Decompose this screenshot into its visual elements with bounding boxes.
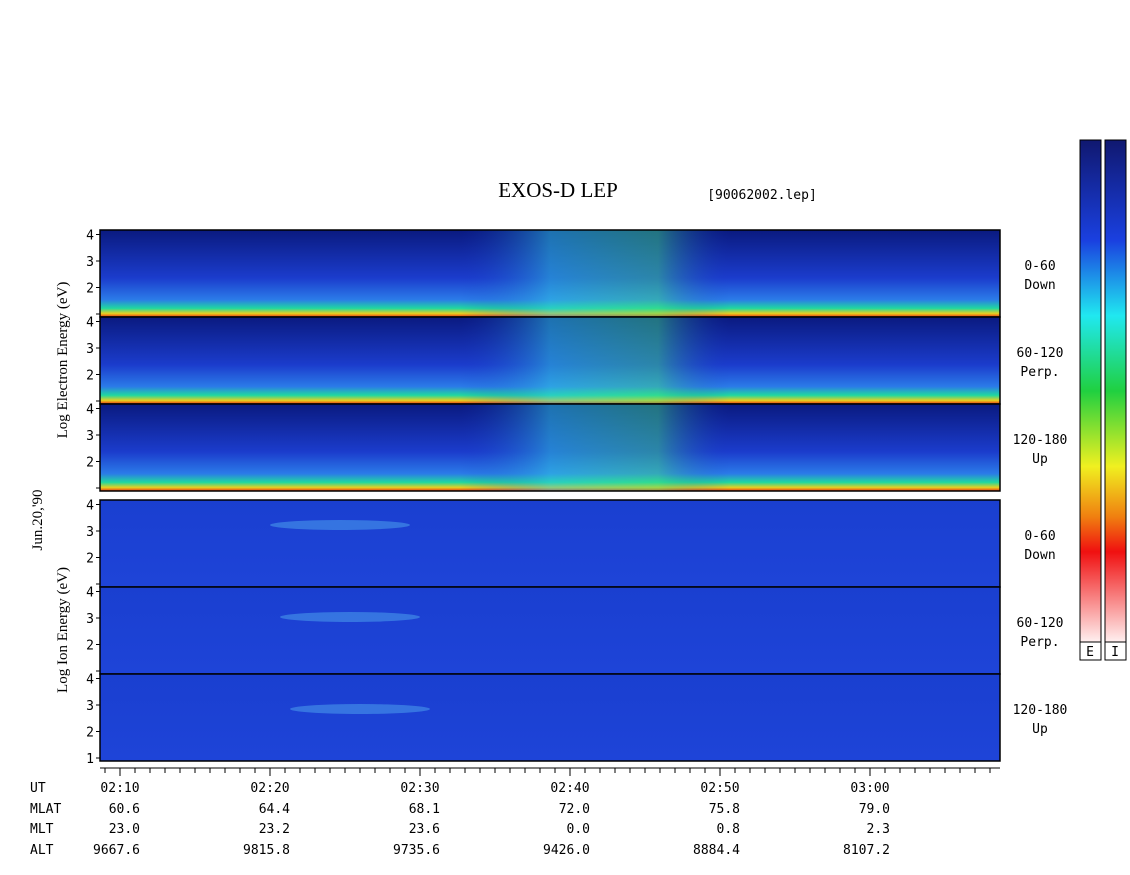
date-label: Jun.20,'90 bbox=[30, 489, 46, 550]
y-tick-label: 2 bbox=[86, 456, 94, 471]
panel-frame bbox=[99, 673, 1001, 762]
y-tick-label: 4 bbox=[86, 403, 94, 418]
row-value: 8107.2 bbox=[843, 843, 890, 858]
row-value: 03:00 bbox=[850, 781, 889, 796]
spectrogram-feature bbox=[100, 317, 1000, 404]
row-value: 9426.0 bbox=[543, 843, 590, 858]
spectrogram-feature bbox=[280, 612, 420, 622]
row-value: 2.3 bbox=[867, 822, 890, 837]
row-value: 9667.6 bbox=[93, 843, 140, 858]
colorbar bbox=[1104, 139, 1127, 643]
y-tick-label: 4 bbox=[86, 586, 94, 601]
row-value: 64.4 bbox=[259, 802, 290, 817]
row-value: 8884.4 bbox=[693, 843, 740, 858]
y-tick-label: 4 bbox=[86, 499, 94, 514]
ion-axis-label: Log Ion Energy (eV) bbox=[55, 567, 71, 693]
y-tick-label: 2 bbox=[86, 552, 94, 567]
y-tick-label: 3 bbox=[86, 342, 94, 357]
pitch-label: 60-120 bbox=[1017, 616, 1064, 631]
y-tick-label: 3 bbox=[86, 525, 94, 540]
pitch-label: 0-60 bbox=[1024, 259, 1055, 274]
pitch-direction: Up bbox=[1032, 722, 1048, 737]
row-value: 72.0 bbox=[559, 802, 590, 817]
title: EXOS-D LEP bbox=[498, 178, 618, 202]
y-tick-label: 4 bbox=[86, 316, 94, 331]
row-value: 0.0 bbox=[567, 822, 590, 837]
row-name: ALT bbox=[30, 843, 54, 858]
pitch-direction: Down bbox=[1024, 278, 1055, 293]
panel-frame bbox=[99, 403, 1001, 492]
y-tick-label: 3 bbox=[86, 255, 94, 270]
row-value: 9815.8 bbox=[243, 843, 290, 858]
colorbar-label: E bbox=[1086, 645, 1094, 660]
y-tick-label: 2 bbox=[86, 639, 94, 654]
pitch-label: 120-180 bbox=[1013, 433, 1068, 448]
pitch-direction: Perp. bbox=[1020, 635, 1059, 650]
y-tick-label: 4 bbox=[86, 673, 94, 688]
y-tick-label: 2 bbox=[86, 282, 94, 297]
row-value: 23.6 bbox=[409, 822, 440, 837]
row-name: UT bbox=[30, 781, 46, 796]
row-value: 9735.6 bbox=[393, 843, 440, 858]
spectrogram bbox=[100, 587, 1000, 674]
pitch-label: 120-180 bbox=[1013, 703, 1068, 718]
y-tick-label: 1 bbox=[86, 752, 94, 767]
y-tick-label: 2 bbox=[86, 369, 94, 384]
pitch-label: 60-120 bbox=[1017, 346, 1064, 361]
pitch-direction: Up bbox=[1032, 452, 1048, 467]
row-value: 23.0 bbox=[109, 822, 140, 837]
row-value: 0.8 bbox=[717, 822, 740, 837]
pitch-direction: Down bbox=[1024, 548, 1055, 563]
row-value: 23.2 bbox=[259, 822, 290, 837]
electron-axis-label: Log Electron Energy (eV) bbox=[55, 282, 71, 439]
pitch-direction: Perp. bbox=[1020, 365, 1059, 380]
row-name: MLAT bbox=[30, 802, 61, 817]
row-value: 68.1 bbox=[409, 802, 440, 817]
spectrogram-feature bbox=[100, 404, 1000, 491]
y-tick-label: 2 bbox=[86, 726, 94, 741]
row-value: 02:20 bbox=[250, 781, 289, 796]
y-tick-label: 3 bbox=[86, 612, 94, 627]
spectrogram bbox=[100, 500, 1000, 587]
colorbar-box bbox=[1079, 641, 1102, 661]
colorbar-label: I bbox=[1111, 645, 1119, 660]
row-value: 02:30 bbox=[400, 781, 439, 796]
row-value: 60.6 bbox=[109, 802, 140, 817]
spectrogram-feature bbox=[100, 230, 1000, 317]
colorbar bbox=[1079, 139, 1102, 643]
spectrogram-feature bbox=[290, 704, 430, 714]
row-value: 02:10 bbox=[100, 781, 139, 796]
file-name: [90062002.lep] bbox=[707, 188, 817, 203]
spectrogram bbox=[100, 674, 1000, 761]
y-tick-label: 4 bbox=[86, 229, 94, 244]
row-value: 75.8 bbox=[709, 802, 740, 817]
panels: 2 3 4 0-60 Down 2 3 4 60-120 Perp. 2 3 4 120-180 Up 2 3 4… bbox=[86, 229, 1067, 768]
y-tick-label: 3 bbox=[86, 429, 94, 444]
spectrogram-feature bbox=[270, 520, 410, 530]
row-value: 02:40 bbox=[550, 781, 589, 796]
row-name: MLT bbox=[30, 822, 54, 837]
y-tick-label: 3 bbox=[86, 699, 94, 714]
pitch-label: 0-60 bbox=[1024, 529, 1055, 544]
row-value: 79.0 bbox=[859, 802, 890, 817]
colorbar-box bbox=[1104, 641, 1127, 661]
row-value: 02:50 bbox=[700, 781, 739, 796]
